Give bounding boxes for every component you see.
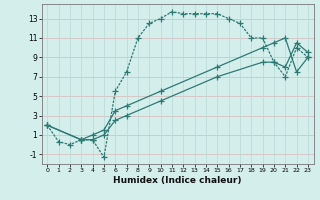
X-axis label: Humidex (Indice chaleur): Humidex (Indice chaleur) (113, 176, 242, 185)
